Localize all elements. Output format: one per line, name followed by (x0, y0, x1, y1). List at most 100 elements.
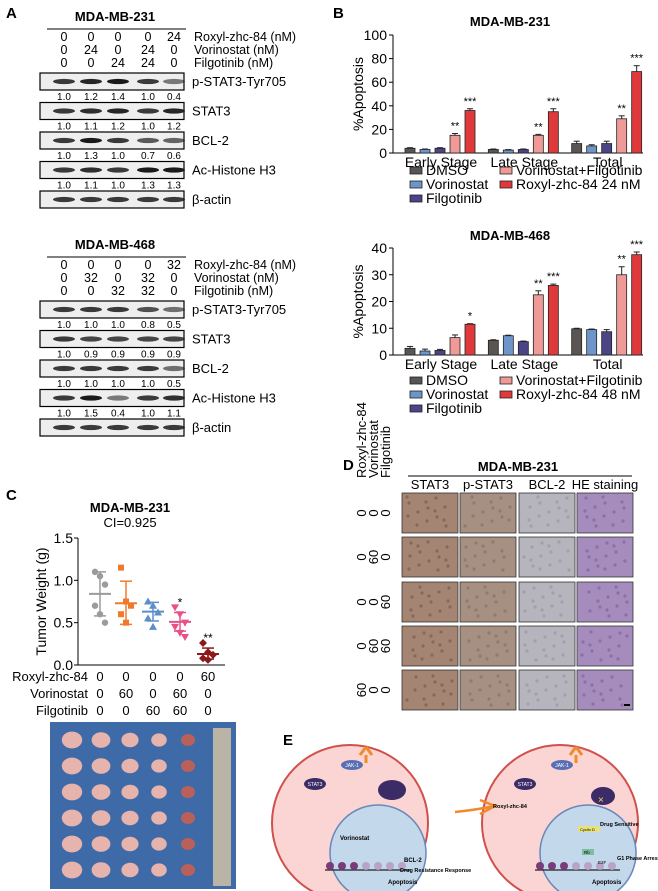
tissue-texture (544, 654, 548, 658)
tissue-texture (522, 555, 526, 559)
bcl2-label: BCL-2 (404, 858, 422, 864)
band-quantification: 1.0 (141, 92, 155, 103)
legend-swatch (409, 166, 423, 175)
tissue-texture (498, 509, 502, 513)
tissue-texture (431, 674, 435, 678)
tissue-texture (528, 505, 532, 509)
tissue-texture (534, 658, 538, 662)
histone (536, 862, 544, 870)
bar-filgotinib (601, 331, 613, 356)
legend-label: Filgotinib (426, 400, 482, 416)
data-point (128, 602, 134, 609)
band-quantification: 1.0 (57, 181, 71, 192)
protein-band (107, 336, 129, 342)
tumor-specimen (61, 835, 83, 853)
tissue-texture (523, 643, 527, 647)
drug-sensitive-label: Drug Sensitive (600, 822, 639, 828)
tissue-texture (587, 555, 591, 559)
protein-band (163, 336, 185, 342)
band-quantification: 1.4 (111, 92, 125, 103)
tissue-texture (471, 514, 475, 518)
tissue-texture (559, 613, 563, 617)
significance-mark: *** (547, 96, 561, 108)
tissue-texture (502, 590, 506, 594)
tissue-texture (615, 604, 619, 608)
bar-vorinostat (502, 149, 514, 154)
tissue-texture (496, 674, 500, 678)
significance-mark: *** (547, 271, 561, 283)
tissue-texture (561, 653, 565, 657)
tissue-texture (505, 683, 509, 687)
row-dose: 60 (378, 639, 393, 653)
tissue-texture (582, 693, 586, 697)
tissue-texture (491, 506, 495, 510)
protein-band (53, 336, 75, 342)
dose-value: 0 (145, 258, 152, 272)
tissue-texture (439, 630, 443, 634)
legend-label: Vorinostat (426, 176, 488, 192)
tissue-texture (421, 644, 425, 648)
bar-filgotinib (434, 350, 446, 356)
protein-band (107, 395, 129, 401)
tissue-texture (408, 554, 412, 558)
dose-value: 24 (141, 56, 155, 70)
panel-letter-c: C (6, 487, 17, 504)
bar-vorinostat-filgotinib (449, 134, 461, 154)
y-tick-label: 20 (371, 294, 387, 310)
protein-band (137, 336, 159, 342)
y-tick-label: 1.0 (54, 572, 74, 588)
histology-image (576, 669, 634, 711)
ruler (213, 728, 231, 886)
tissue-texture (411, 648, 415, 652)
apoptosis-label-left: Apoptosis (388, 880, 418, 886)
band-quantification: 1.1 (84, 122, 98, 133)
tissue-texture (604, 554, 608, 558)
band-quantification: 1.0 (57, 409, 71, 420)
tissue-texture (490, 519, 494, 523)
dose-value: 0 (171, 271, 178, 285)
tissue-texture (483, 585, 487, 589)
row-dose: 60 (366, 639, 381, 653)
band-quantification: 1.1 (84, 181, 98, 192)
data-point (204, 655, 212, 664)
protein-label: STAT3 (192, 104, 231, 119)
tissue-texture (441, 702, 445, 706)
data-point (101, 581, 109, 588)
histone (338, 862, 346, 870)
histology-image (518, 625, 576, 667)
band-quantification: 1.2 (167, 122, 181, 133)
tissue-texture (444, 524, 448, 528)
protein-band (80, 167, 102, 173)
protein-band (53, 395, 75, 401)
stat3-protein (514, 778, 536, 790)
tissue-texture (618, 697, 622, 701)
tissue-texture (507, 518, 511, 522)
histology-image (401, 669, 459, 711)
tissue-texture (614, 550, 618, 554)
tumor-specimen (91, 784, 111, 800)
row-dose: 0 (354, 553, 369, 560)
dose-value: 0 (96, 669, 103, 684)
significance-mark: * (178, 596, 183, 610)
protein-band (80, 336, 102, 342)
tissue-texture (531, 564, 535, 568)
drug-resistance-label: Drug Resistance Response (400, 868, 471, 874)
row-label: Roxyl-zhc-84 (12, 669, 88, 684)
tissue-texture (419, 604, 423, 608)
bar-roxyl-zhc-84-48-nm (547, 285, 559, 356)
dose-value: 0 (204, 703, 211, 718)
tissue-texture (485, 591, 489, 595)
tissue-texture (560, 600, 564, 604)
tissue-texture (620, 500, 624, 504)
bar-vorinostat (502, 335, 514, 356)
tissue-texture (422, 631, 426, 635)
tissue-texture (426, 540, 430, 544)
tissue-texture (418, 585, 422, 589)
row-dose: 60 (354, 683, 369, 697)
protein-band (80, 108, 102, 114)
jak1-protein (341, 760, 363, 770)
dose-value: 0 (61, 284, 68, 298)
tissue-texture (502, 555, 506, 559)
tissue-texture (534, 692, 538, 696)
band-quantification: 1.0 (84, 379, 98, 390)
